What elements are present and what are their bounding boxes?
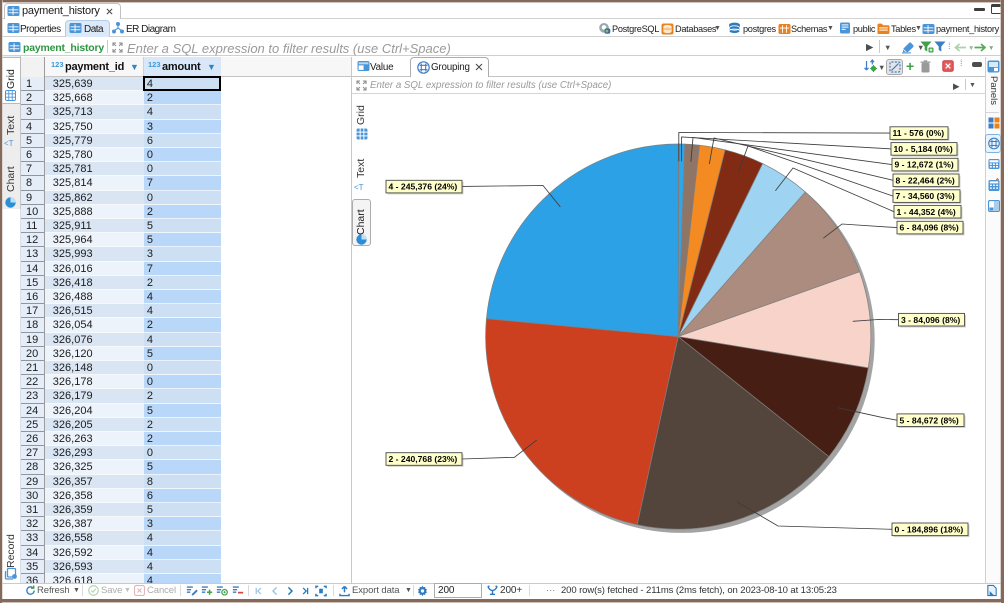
svg-text:4 - 245,376 (24%): 4 - 245,376 (24%) (389, 182, 458, 192)
svg-text:0 - 184,896 (18%): 0 - 184,896 (18%) (895, 524, 964, 534)
svg-text:2 - 240,768 (23%): 2 - 240,768 (23%) (389, 454, 458, 464)
svg-text:9 - 12,672 (1%): 9 - 12,672 (1%) (895, 160, 954, 170)
svg-text:1 - 44,352 (4%): 1 - 44,352 (4%) (897, 207, 956, 217)
svg-text:5 - 84,672 (8%): 5 - 84,672 (8%) (900, 415, 959, 425)
svg-text:10 - 5,184 (0%): 10 - 5,184 (0%) (894, 144, 953, 154)
svg-text:6 - 84,096 (8%): 6 - 84,096 (8%) (900, 223, 959, 233)
svg-text:11 - 576 (0%): 11 - 576 (0%) (893, 128, 945, 138)
svg-text:8 - 22,464 (2%): 8 - 22,464 (2%) (896, 175, 955, 185)
svg-text:3 - 84,096 (8%): 3 - 84,096 (8%) (901, 315, 960, 325)
svg-text:7 - 34,560 (3%): 7 - 34,560 (3%) (896, 191, 955, 201)
